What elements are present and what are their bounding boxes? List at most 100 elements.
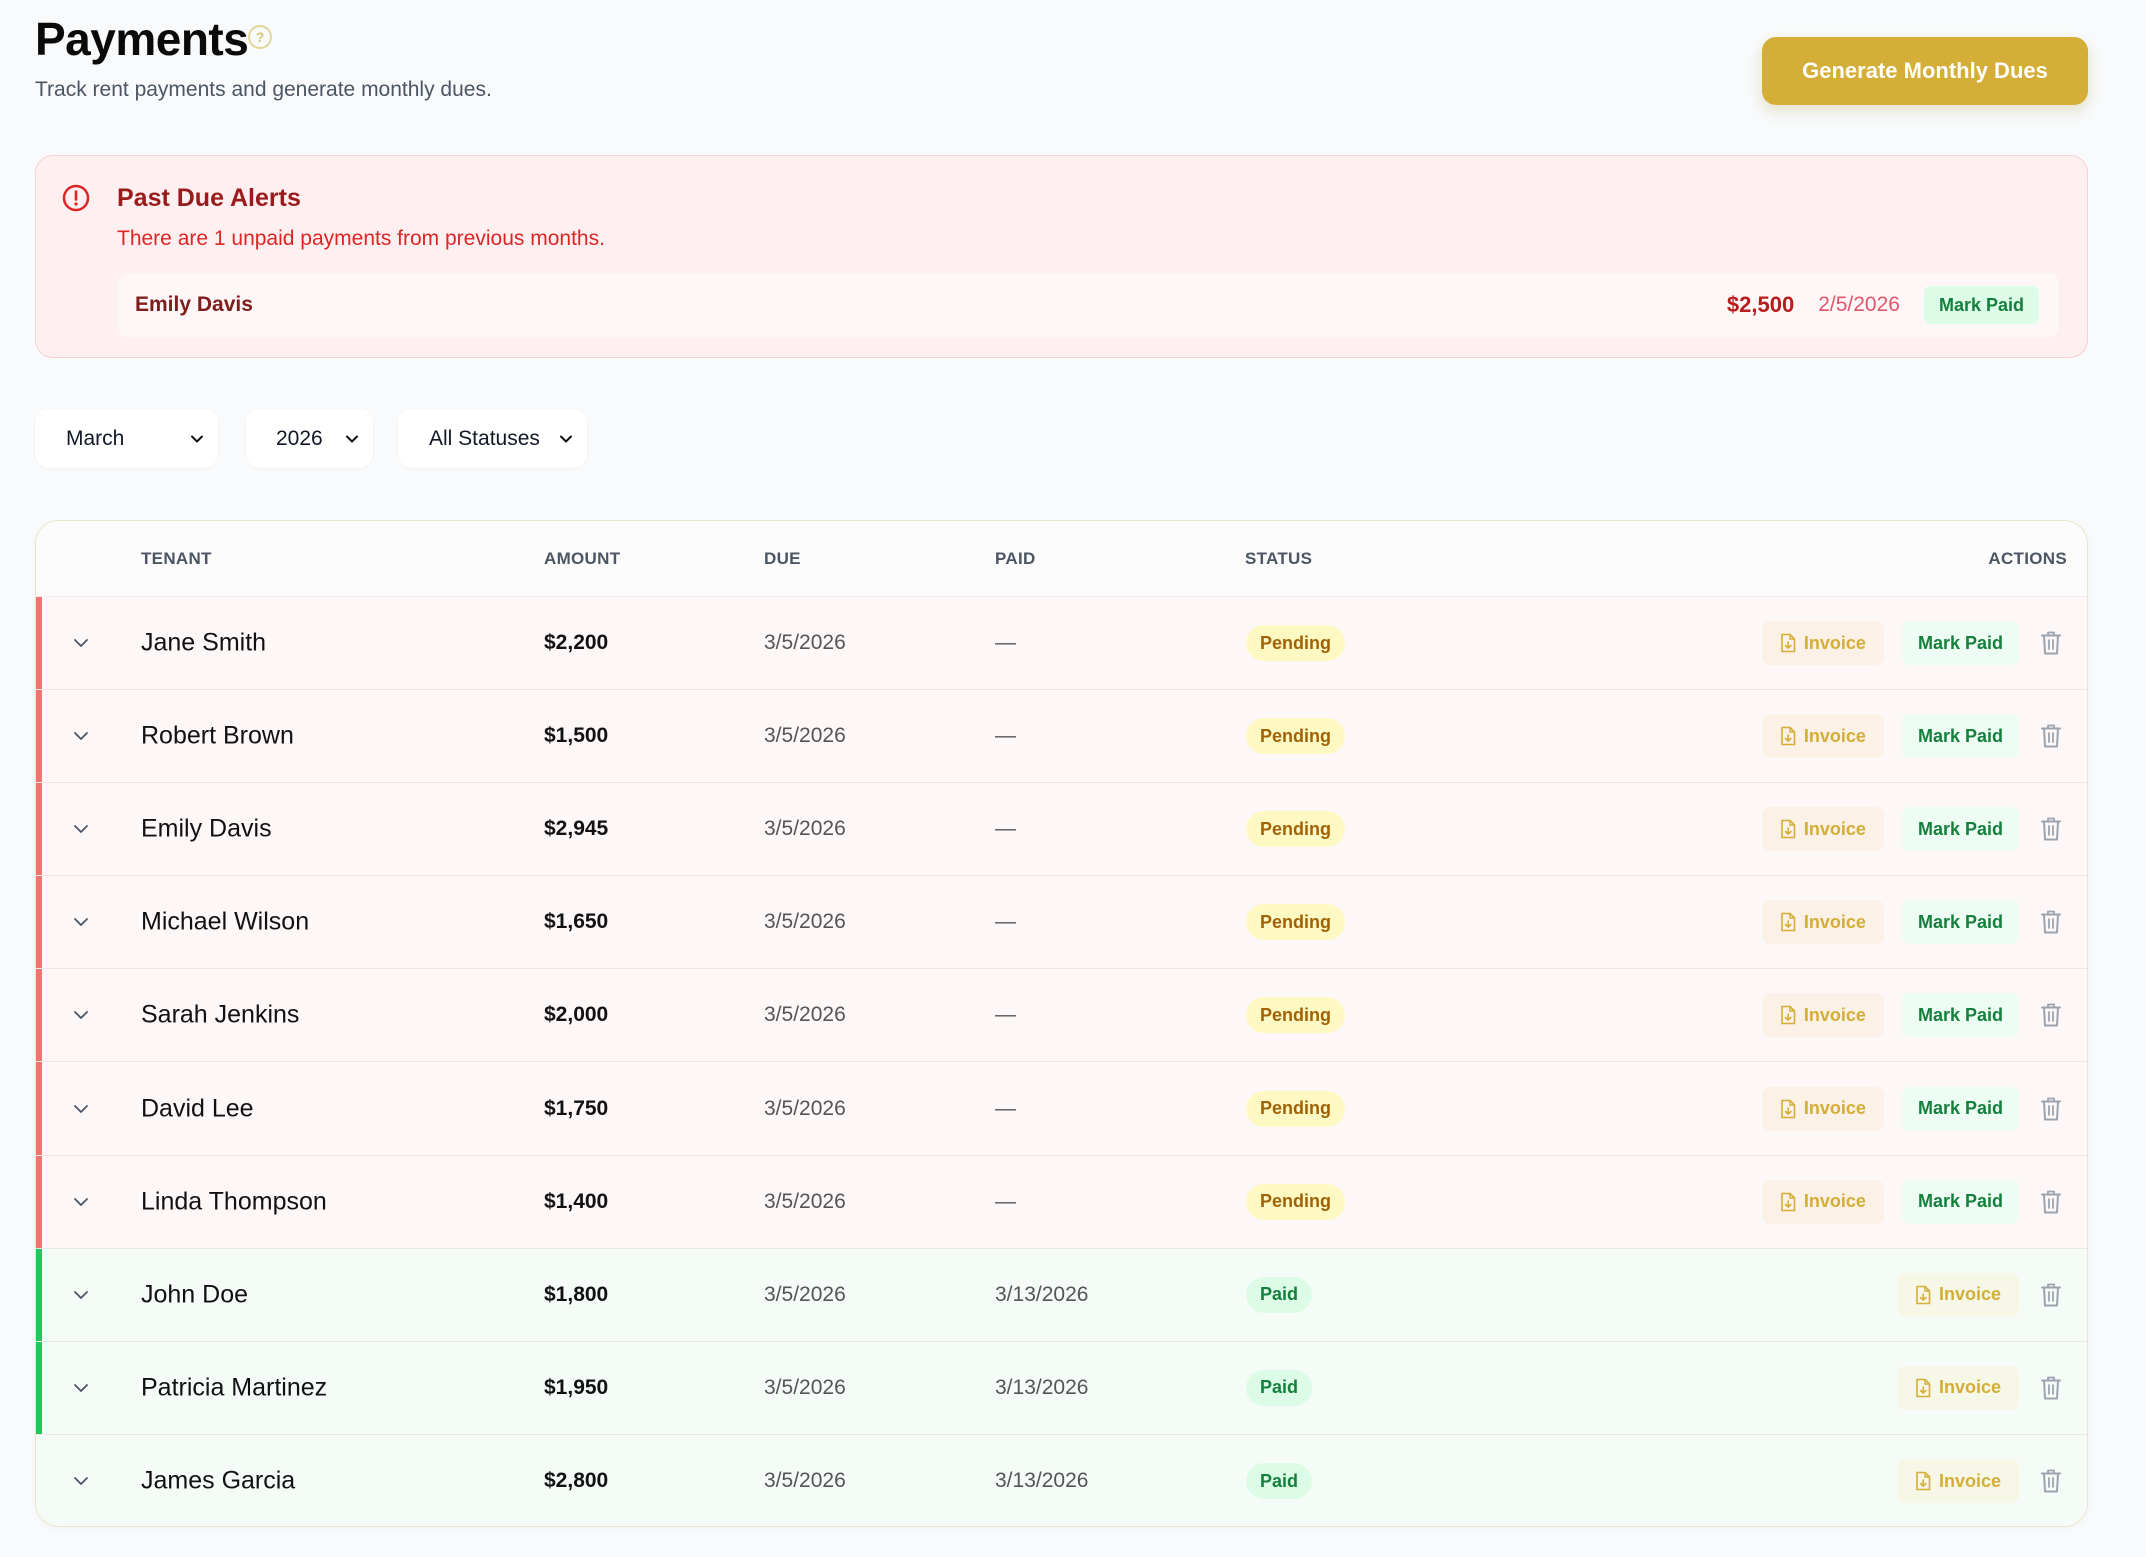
column-header-status: STATUS [1245, 549, 1313, 568]
invoice-button[interactable]: Invoice [1896, 1272, 2019, 1317]
expand-row-chevron-icon[interactable] [72, 820, 90, 838]
delete-button[interactable] [2039, 1468, 2063, 1494]
due-date: 3/5/2026 [764, 1282, 846, 1306]
invoice-button[interactable]: Invoice [1896, 1365, 2019, 1410]
expand-row-chevron-icon[interactable] [72, 1379, 90, 1397]
row-actions: Invoice Mark Paid [1761, 1086, 2063, 1131]
delete-button[interactable] [2039, 909, 2063, 935]
due-date: 3/5/2026 [764, 724, 846, 748]
file-download-icon [1781, 913, 1796, 932]
table-row-sarah-jenkins: Sarah Jenkins $2,000 3/5/2026 — Pending … [36, 969, 2087, 1063]
table-row-patricia-martinez: Patricia Martinez $1,950 3/5/2026 3/13/2… [36, 1341, 2087, 1435]
column-header-amount: AMOUNT [544, 549, 621, 568]
file-download-icon [1781, 1099, 1796, 1118]
delete-button[interactable] [2039, 723, 2063, 749]
invoice-button[interactable]: Invoice [1761, 807, 1884, 852]
status-badge: Pending [1246, 997, 1345, 1034]
invoice-button[interactable]: Invoice [1761, 714, 1884, 759]
tenant-name: Emily Davis [141, 814, 272, 843]
expand-row-chevron-icon[interactable] [72, 634, 90, 652]
invoice-button[interactable]: Invoice [1761, 621, 1884, 666]
alert-item-due-date: 2/5/2026 [1818, 293, 1900, 316]
file-download-icon [1781, 1006, 1796, 1025]
expand-row-chevron-icon[interactable] [72, 1286, 90, 1304]
row-status-accent [36, 876, 42, 969]
paid-date: 3/13/2026 [995, 1375, 1089, 1399]
invoice-button[interactable]: Invoice [1761, 1179, 1884, 1224]
mark-paid-button[interactable]: Mark Paid [1901, 714, 2019, 759]
status-badge: Paid [1246, 1276, 1313, 1313]
row-actions: Invoice Mark Paid [1761, 621, 2063, 666]
tenant-name: Sarah Jenkins [141, 1000, 300, 1029]
status-select-value: All Statuses [429, 426, 540, 450]
row-status-accent [36, 1341, 42, 1434]
delete-button[interactable] [2039, 816, 2063, 842]
status-badge: Pending [1246, 1090, 1345, 1127]
invoice-label: Invoice [1803, 818, 1866, 839]
amount: $1,500 [544, 724, 609, 748]
amount: $2,800 [544, 1469, 609, 1493]
page-title: Payments [35, 13, 249, 65]
mark-paid-button[interactable]: Mark Paid [1901, 621, 2019, 666]
amount: $1,800 [544, 1282, 609, 1306]
chevron-down-icon [560, 435, 572, 442]
status-select[interactable]: All Statuses [398, 409, 587, 468]
month-select-value: March [66, 426, 125, 450]
file-download-icon [1781, 726, 1796, 746]
mark-paid-button[interactable]: Mark Paid [1901, 993, 2019, 1038]
trash-icon [2041, 631, 2061, 655]
delete-button[interactable] [2039, 1189, 2063, 1215]
alert-mark-paid-button[interactable]: Mark Paid [1923, 286, 2039, 324]
delete-button[interactable] [2039, 1375, 2063, 1401]
invoice-button[interactable]: Invoice [1761, 1086, 1884, 1131]
expand-row-chevron-icon[interactable] [72, 1193, 90, 1211]
alert-item-amount: $2,500 [1726, 292, 1795, 317]
expand-row-chevron-icon[interactable] [72, 1100, 90, 1118]
file-download-icon [1916, 1285, 1931, 1305]
trash-icon [2041, 1376, 2061, 1400]
column-header-actions: ACTIONS [1988, 549, 2067, 568]
trash-icon [2041, 724, 2061, 748]
expand-row-chevron-icon[interactable] [72, 913, 90, 931]
invoice-button[interactable]: Invoice [1761, 900, 1884, 945]
expand-row-chevron-icon[interactable] [72, 1472, 90, 1490]
alert-circle-icon [62, 184, 90, 212]
mark-paid-button[interactable]: Mark Paid [1901, 900, 2019, 945]
amount: $1,650 [544, 910, 609, 934]
mark-paid-button[interactable]: Mark Paid [1901, 1179, 2019, 1224]
delete-button[interactable] [2039, 1282, 2063, 1308]
invoice-button[interactable]: Invoice [1761, 993, 1884, 1038]
table-row-james-garcia: James Garcia $2,800 3/5/2026 3/13/2026 P… [36, 1434, 2087, 1526]
status-badge: Pending [1246, 904, 1345, 941]
table-header: TENANT AMOUNT DUE PAID STATUS ACTIONS [36, 521, 2087, 597]
expand-row-chevron-icon[interactable] [72, 727, 90, 745]
row-status-accent [36, 690, 42, 783]
year-select[interactable]: 2026 [246, 409, 373, 468]
help-icon[interactable]: ? [248, 25, 272, 49]
due-date: 3/5/2026 [764, 910, 846, 934]
status-badge: Pending [1246, 811, 1345, 848]
month-select[interactable]: March [35, 409, 218, 468]
row-actions: Invoice [1896, 1459, 2063, 1504]
delete-button[interactable] [2039, 1096, 2063, 1122]
expand-row-chevron-icon[interactable] [72, 1006, 90, 1024]
row-actions: Invoice Mark Paid [1761, 993, 2063, 1038]
status-badge: Pending [1246, 625, 1345, 662]
status-badge: Pending [1246, 1183, 1345, 1220]
tenant-name: Linda Thompson [141, 1187, 327, 1216]
delete-button[interactable] [2039, 630, 2063, 656]
mark-paid-button[interactable]: Mark Paid [1901, 807, 2019, 852]
alert-item-tenant: Emily Davis [135, 293, 253, 316]
mark-paid-button[interactable]: Mark Paid [1901, 1086, 2019, 1131]
generate-monthly-dues-button[interactable]: Generate Monthly Dues [1762, 37, 2088, 105]
row-status-accent [36, 783, 42, 876]
chevron-down-icon [346, 435, 358, 442]
file-download-icon [1781, 819, 1796, 839]
paid-date: 3/13/2026 [995, 1469, 1089, 1493]
file-download-icon [1916, 1378, 1931, 1398]
column-header-paid: PAID [995, 549, 1036, 568]
status-badge: Pending [1246, 718, 1345, 755]
invoice-button[interactable]: Invoice [1896, 1459, 2019, 1504]
delete-button[interactable] [2039, 1002, 2063, 1028]
due-date: 3/5/2026 [764, 1375, 846, 1399]
